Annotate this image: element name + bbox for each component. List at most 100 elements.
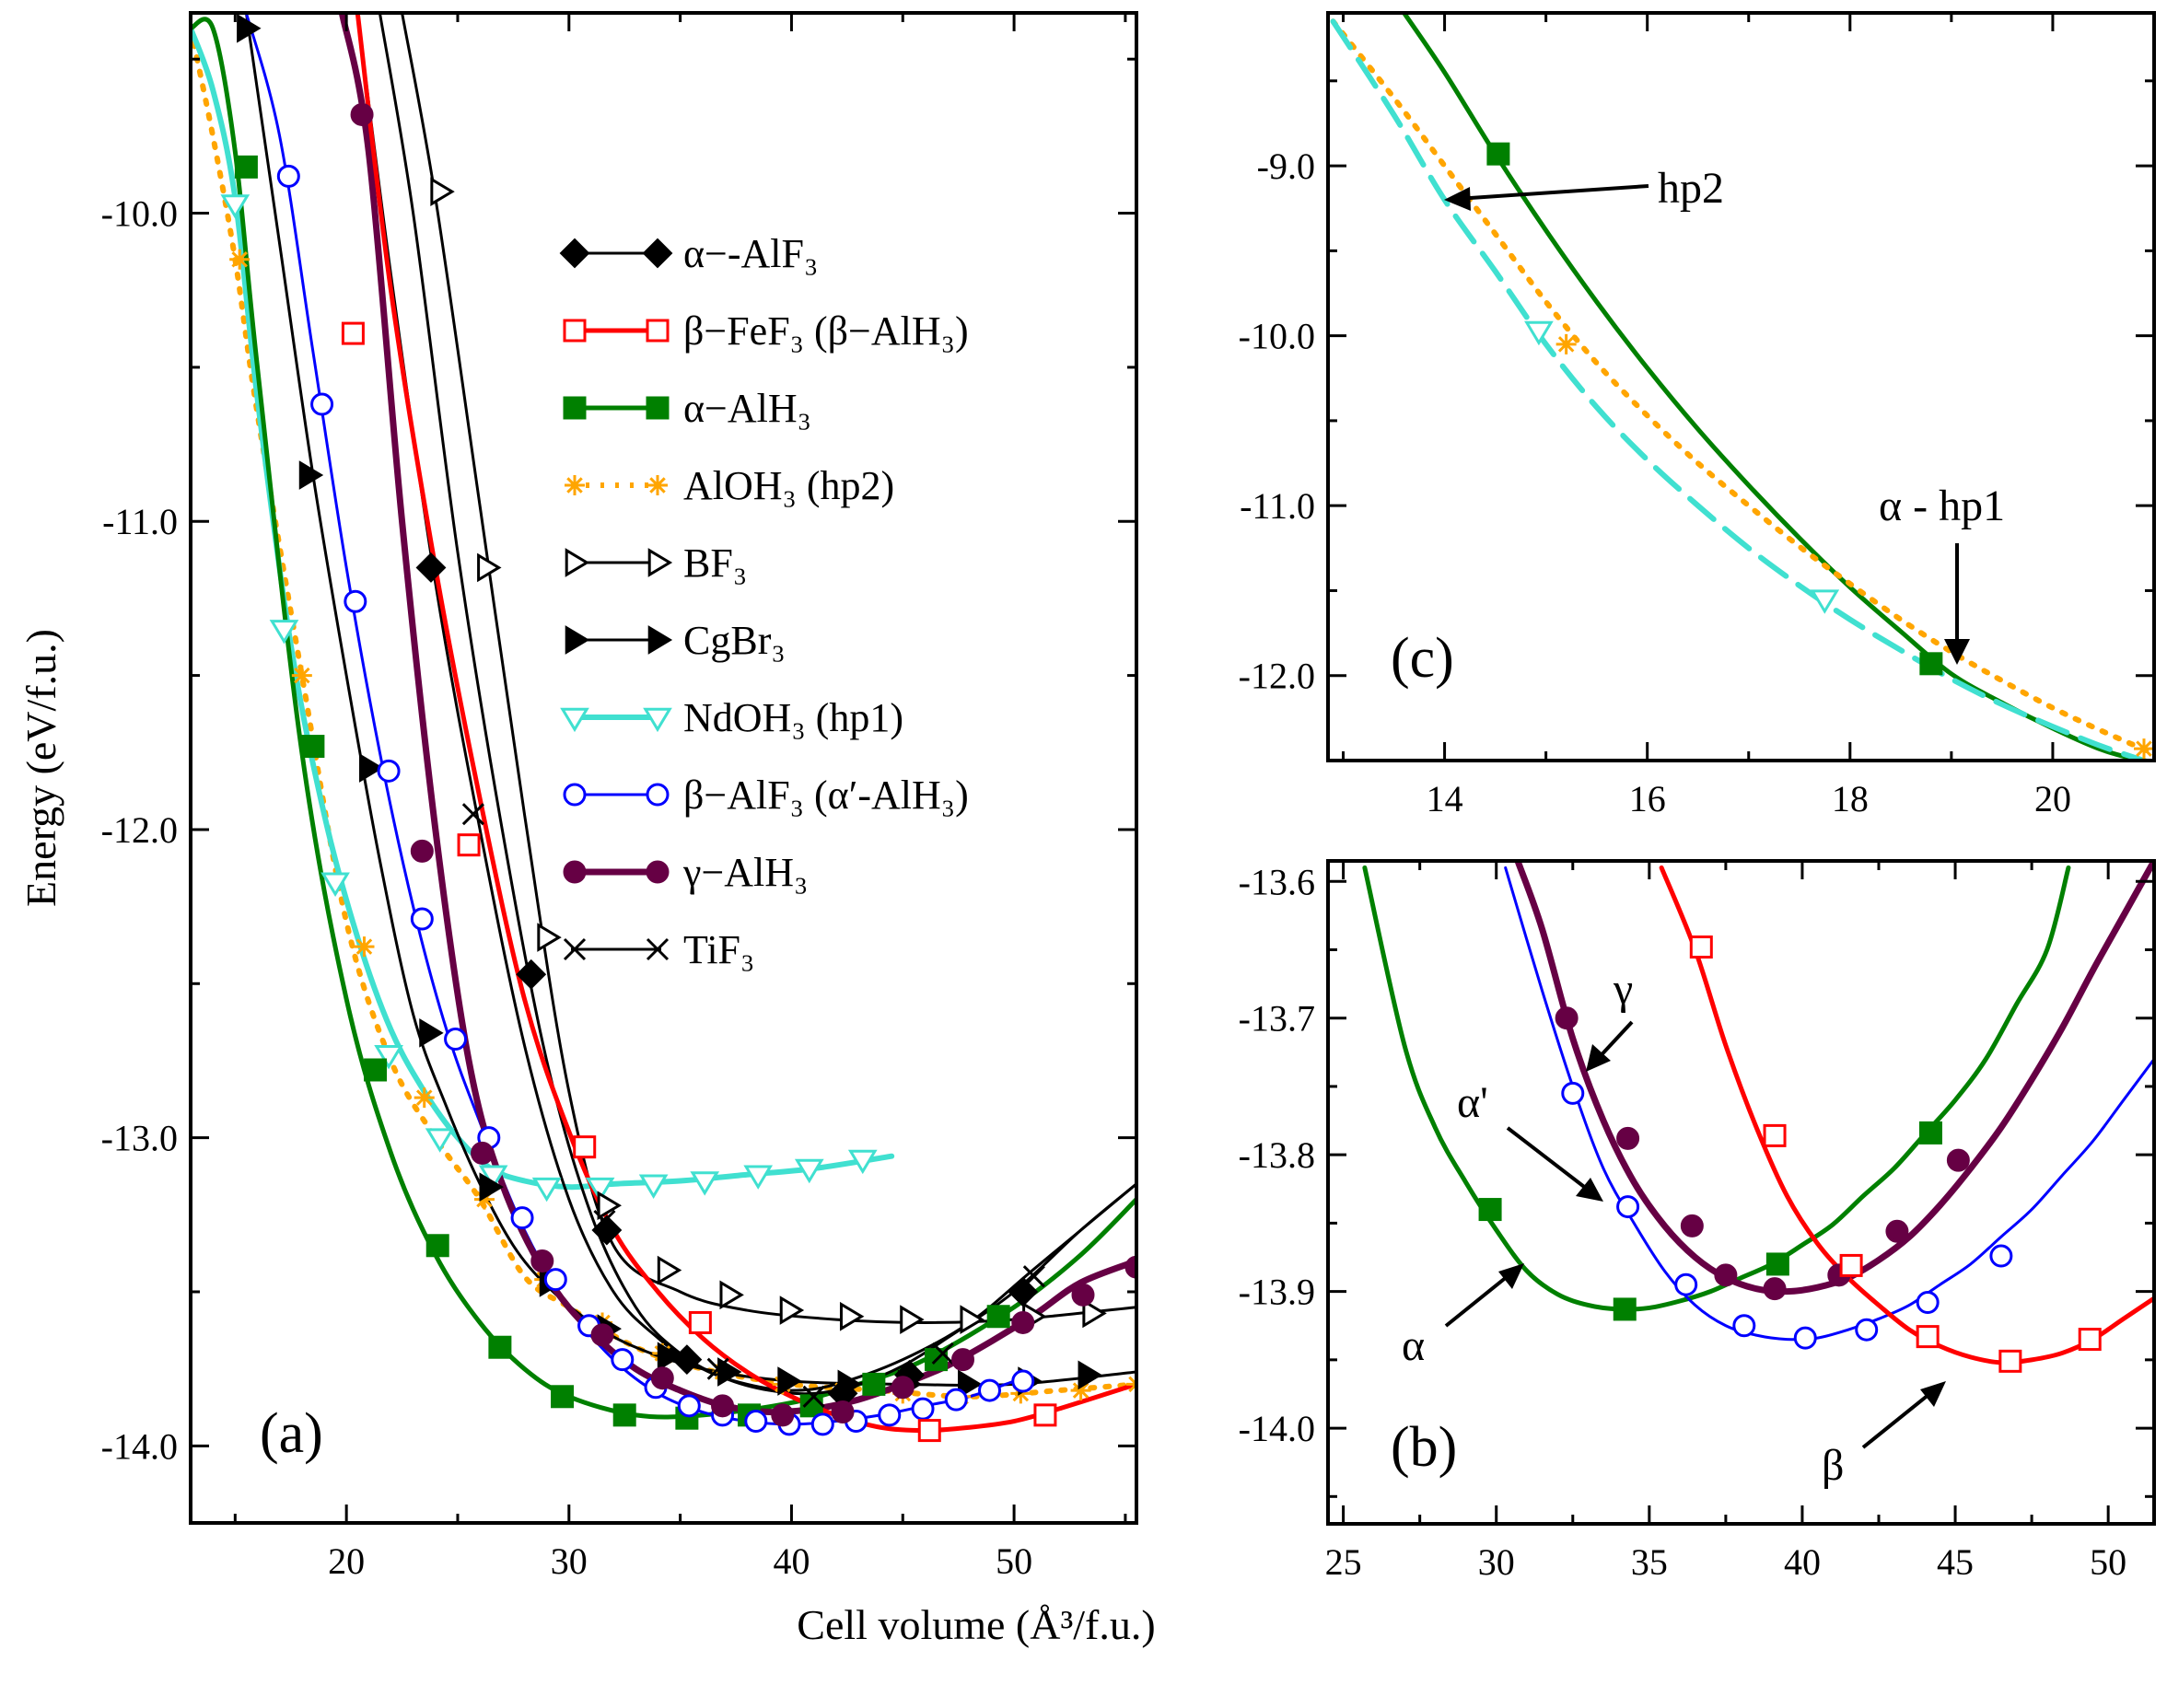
panel-c-frame [1326,11,2156,762]
panel-b-point-beta_fef3 [1998,1349,2022,1373]
panel-a-point-bf3 [477,552,502,583]
panel-b-point-beta_fef3 [1763,1123,1787,1147]
legend-marker-bf3 [647,548,673,577]
panel-c-point-aloh3 [2133,738,2154,760]
panel-a-point-tif3 [706,1357,729,1380]
annotation-beta: β [1822,1441,1844,1490]
panel-a-point-alpha_alf3 [415,552,447,583]
panel-a-point-bf3 [779,1296,805,1325]
panel-a-point-beta_alf3 [543,1268,567,1292]
panel-a-point-ndoh3 [794,1158,824,1184]
panel-a-point-bf3 [960,1305,984,1334]
arrow-beta [1861,1381,1946,1449]
panel-b-point-alpha_alh3 [1918,1121,1942,1144]
panel-b-point-beta_alf3 [1674,1272,1698,1296]
panel-a-point-alpha_alh3 [612,1403,636,1427]
legend-marker-bf3 [565,548,590,577]
panel-a-point-alpha_alf3 [516,959,547,990]
panel-a-point-alpha_alh3 [364,1058,388,1082]
panel-a-point-gamma_alh3 [650,1366,674,1390]
panel-a-point-alpha_alf3 [1008,1276,1039,1307]
panel-a-point-beta_fef3 [1033,1403,1057,1427]
legend-marker-beta_fef3 [646,319,670,343]
panel-a-point-tif3 [802,1385,825,1408]
arrow-alpha-hp1 [1944,543,1970,665]
panel-c-xtick-label: 16 [1629,778,1666,819]
legend: α−-AlF₃ β−FeF₃ (β−AlH₃) α−AlH₃ AlOH₃ (hp2) B… [559,231,969,972]
panel-a-point-gamma_alh3 [1011,1310,1035,1334]
panel-a-point-gamma_alh3 [831,1400,855,1424]
panel-c-xtick-label: 14 [1427,778,1463,819]
arrow-hp2 [1444,184,1649,211]
panel-b-curve-alpha_alh3 [1362,865,2071,1312]
panel-b-xtick-label: 50 [2090,1541,2126,1583]
panel-b-point-beta_fef3 [2078,1328,2102,1352]
panel-a-point-ndoh3 [743,1165,774,1190]
legend-label-alpha_alh3: α−AlH₃ [683,386,811,431]
annotation-alpha-prime: α' [1457,1078,1488,1127]
legend-marker-aloh3 [647,475,668,495]
panel-c-label: (c) [1391,627,1454,690]
panel-a-point-tif3 [1022,1265,1045,1288]
panel-b-ytick-label: -13.9 [1239,1272,1315,1313]
panel-b-point-gamma_alh3 [1946,1148,1970,1172]
panel-a-point-alpha_alh3 [425,1234,449,1258]
panel-c-curve-aloh3 [1330,18,2154,757]
panel-a-point-ndoh3 [425,1128,455,1153]
panel-b-ytick-label: -13.7 [1239,998,1315,1040]
arrow-alpha [1444,1263,1524,1328]
panel-a-point-gamma_alh3 [350,102,374,126]
panel-b-point-alpha_alh3 [1765,1252,1789,1276]
panel-a-point-ndoh3 [690,1171,720,1196]
panel-a-xtick-label: 30 [551,1540,588,1582]
panel-c-ticks: 14 16 18 20 -9.0 -10.0 -11.0 -12.0 [1239,13,2156,819]
panel-b-xtick-label: 30 [1478,1541,1515,1583]
legend-label-aloh3: AlOH₃ (hp2) [683,463,894,508]
panel-c-xtick-label: 18 [1832,778,1869,819]
panel-a-point-ndoh3 [531,1177,562,1203]
legend-label-beta_fef3: β−FeF₃ (β−AlH₃) [683,308,969,354]
panel-b-point-beta_fef3 [1689,935,1713,959]
legend-label-ndoh3: NdOH₃ (hp1) [683,695,903,740]
panel-a: 20 30 40 50 -10.0 -11.0 -12.0 -13.0 -14.0 (a) α−… [101,11,1138,1582]
panel-b-point-alpha_alh3 [1478,1198,1502,1222]
legend-marker-alpha_alh3 [646,396,670,420]
panel-a-point-alpha_alf3 [591,1214,623,1246]
panel-a-ytick-label: -11.0 [102,501,178,542]
panel-a-point-ndoh3 [478,1165,508,1190]
panel-c-curve-ndoh3 [1330,18,2153,761]
annotation-hp2: hp2 [1658,164,1724,213]
panel-b-point-beta_alf3 [1855,1318,1879,1342]
panel-b-point-beta_alf3 [1732,1314,1756,1338]
panel-a-point-beta_alf3 [444,1028,468,1052]
panel-c-ytick-label: -12.0 [1239,656,1315,697]
panel-a-point-cgbr3 [359,753,384,783]
panel-a-point-cgbr3 [1078,1360,1102,1390]
panel-a-point-cgbr3 [237,13,262,43]
panel-a-point-tif3 [931,1342,954,1365]
panel-a-point-cgbr3 [958,1369,983,1400]
panel-a-point-cgbr3 [657,1342,682,1372]
panel-a-point-beta_fef3 [917,1419,941,1443]
panel-b-point-gamma_alh3 [1714,1263,1738,1287]
panel-b-frame [1326,859,2156,1526]
panel-a-ticks: 20 30 40 50 -10.0 -11.0 -12.0 -13.0 -14.0 [101,13,1136,1582]
legend-marker-gamma_alh3 [646,860,670,884]
panel-a-point-gamma_alh3 [711,1394,735,1418]
panel-c-ytick-label: -10.0 [1239,316,1315,357]
panel-a-curve-ndoh3 [191,25,895,1191]
panel-a-xtick-label: 20 [328,1540,365,1582]
panel-a-point-gamma_alh3 [891,1376,915,1400]
legend-label-bf3: BF₃ [683,540,747,586]
panel-a-point-beta_alf3 [944,1388,968,1412]
legend-marker-cgbr3 [647,625,673,655]
panel-c-curves [1330,13,2154,761]
legend-marker-beta_fef3 [563,319,587,343]
panel-a-point-alpha_alh3 [301,735,325,759]
panel-b-ytick-label: -13.6 [1239,861,1315,902]
panel-a-markers [220,13,1136,1443]
panel-b-curve-beta_fef3 [1659,865,2154,1365]
panel-a-point-beta_alf3 [377,759,401,783]
panel-a-point-alpha_alf3 [671,1344,703,1376]
legend-marker-alpha_alh3 [563,396,587,420]
